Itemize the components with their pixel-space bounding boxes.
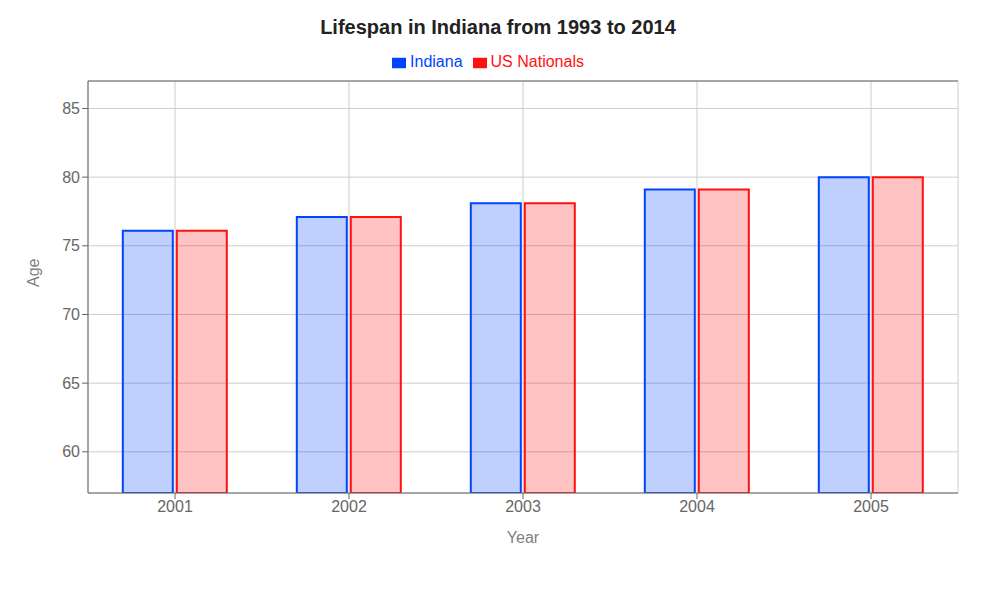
svg-text:2005: 2005 <box>853 498 889 515</box>
svg-text:Age: Age <box>25 258 42 287</box>
svg-text:2002: 2002 <box>331 498 367 515</box>
html-text:Indiana: Indiana <box>410 53 463 70</box>
svg-text:2001: 2001 <box>157 498 193 515</box>
svg-text:65: 65 <box>62 375 80 392</box>
html-text:Lifespan in Indiana from 1993: Lifespan in Indiana from 1993 to 2014 <box>320 16 676 38</box>
svg-text:80: 80 <box>62 169 80 186</box>
svg-text:2004: 2004 <box>679 498 715 515</box>
svg-text:2003: 2003 <box>505 498 541 515</box>
svg-text:85: 85 <box>62 100 80 117</box>
svg-text:75: 75 <box>62 237 80 254</box>
html-text:US Nationals: US Nationals <box>490 53 584 70</box>
svg-text:70: 70 <box>62 306 80 323</box>
svg-text:60: 60 <box>62 443 80 460</box>
svg-text:Year: Year <box>507 529 540 546</box>
